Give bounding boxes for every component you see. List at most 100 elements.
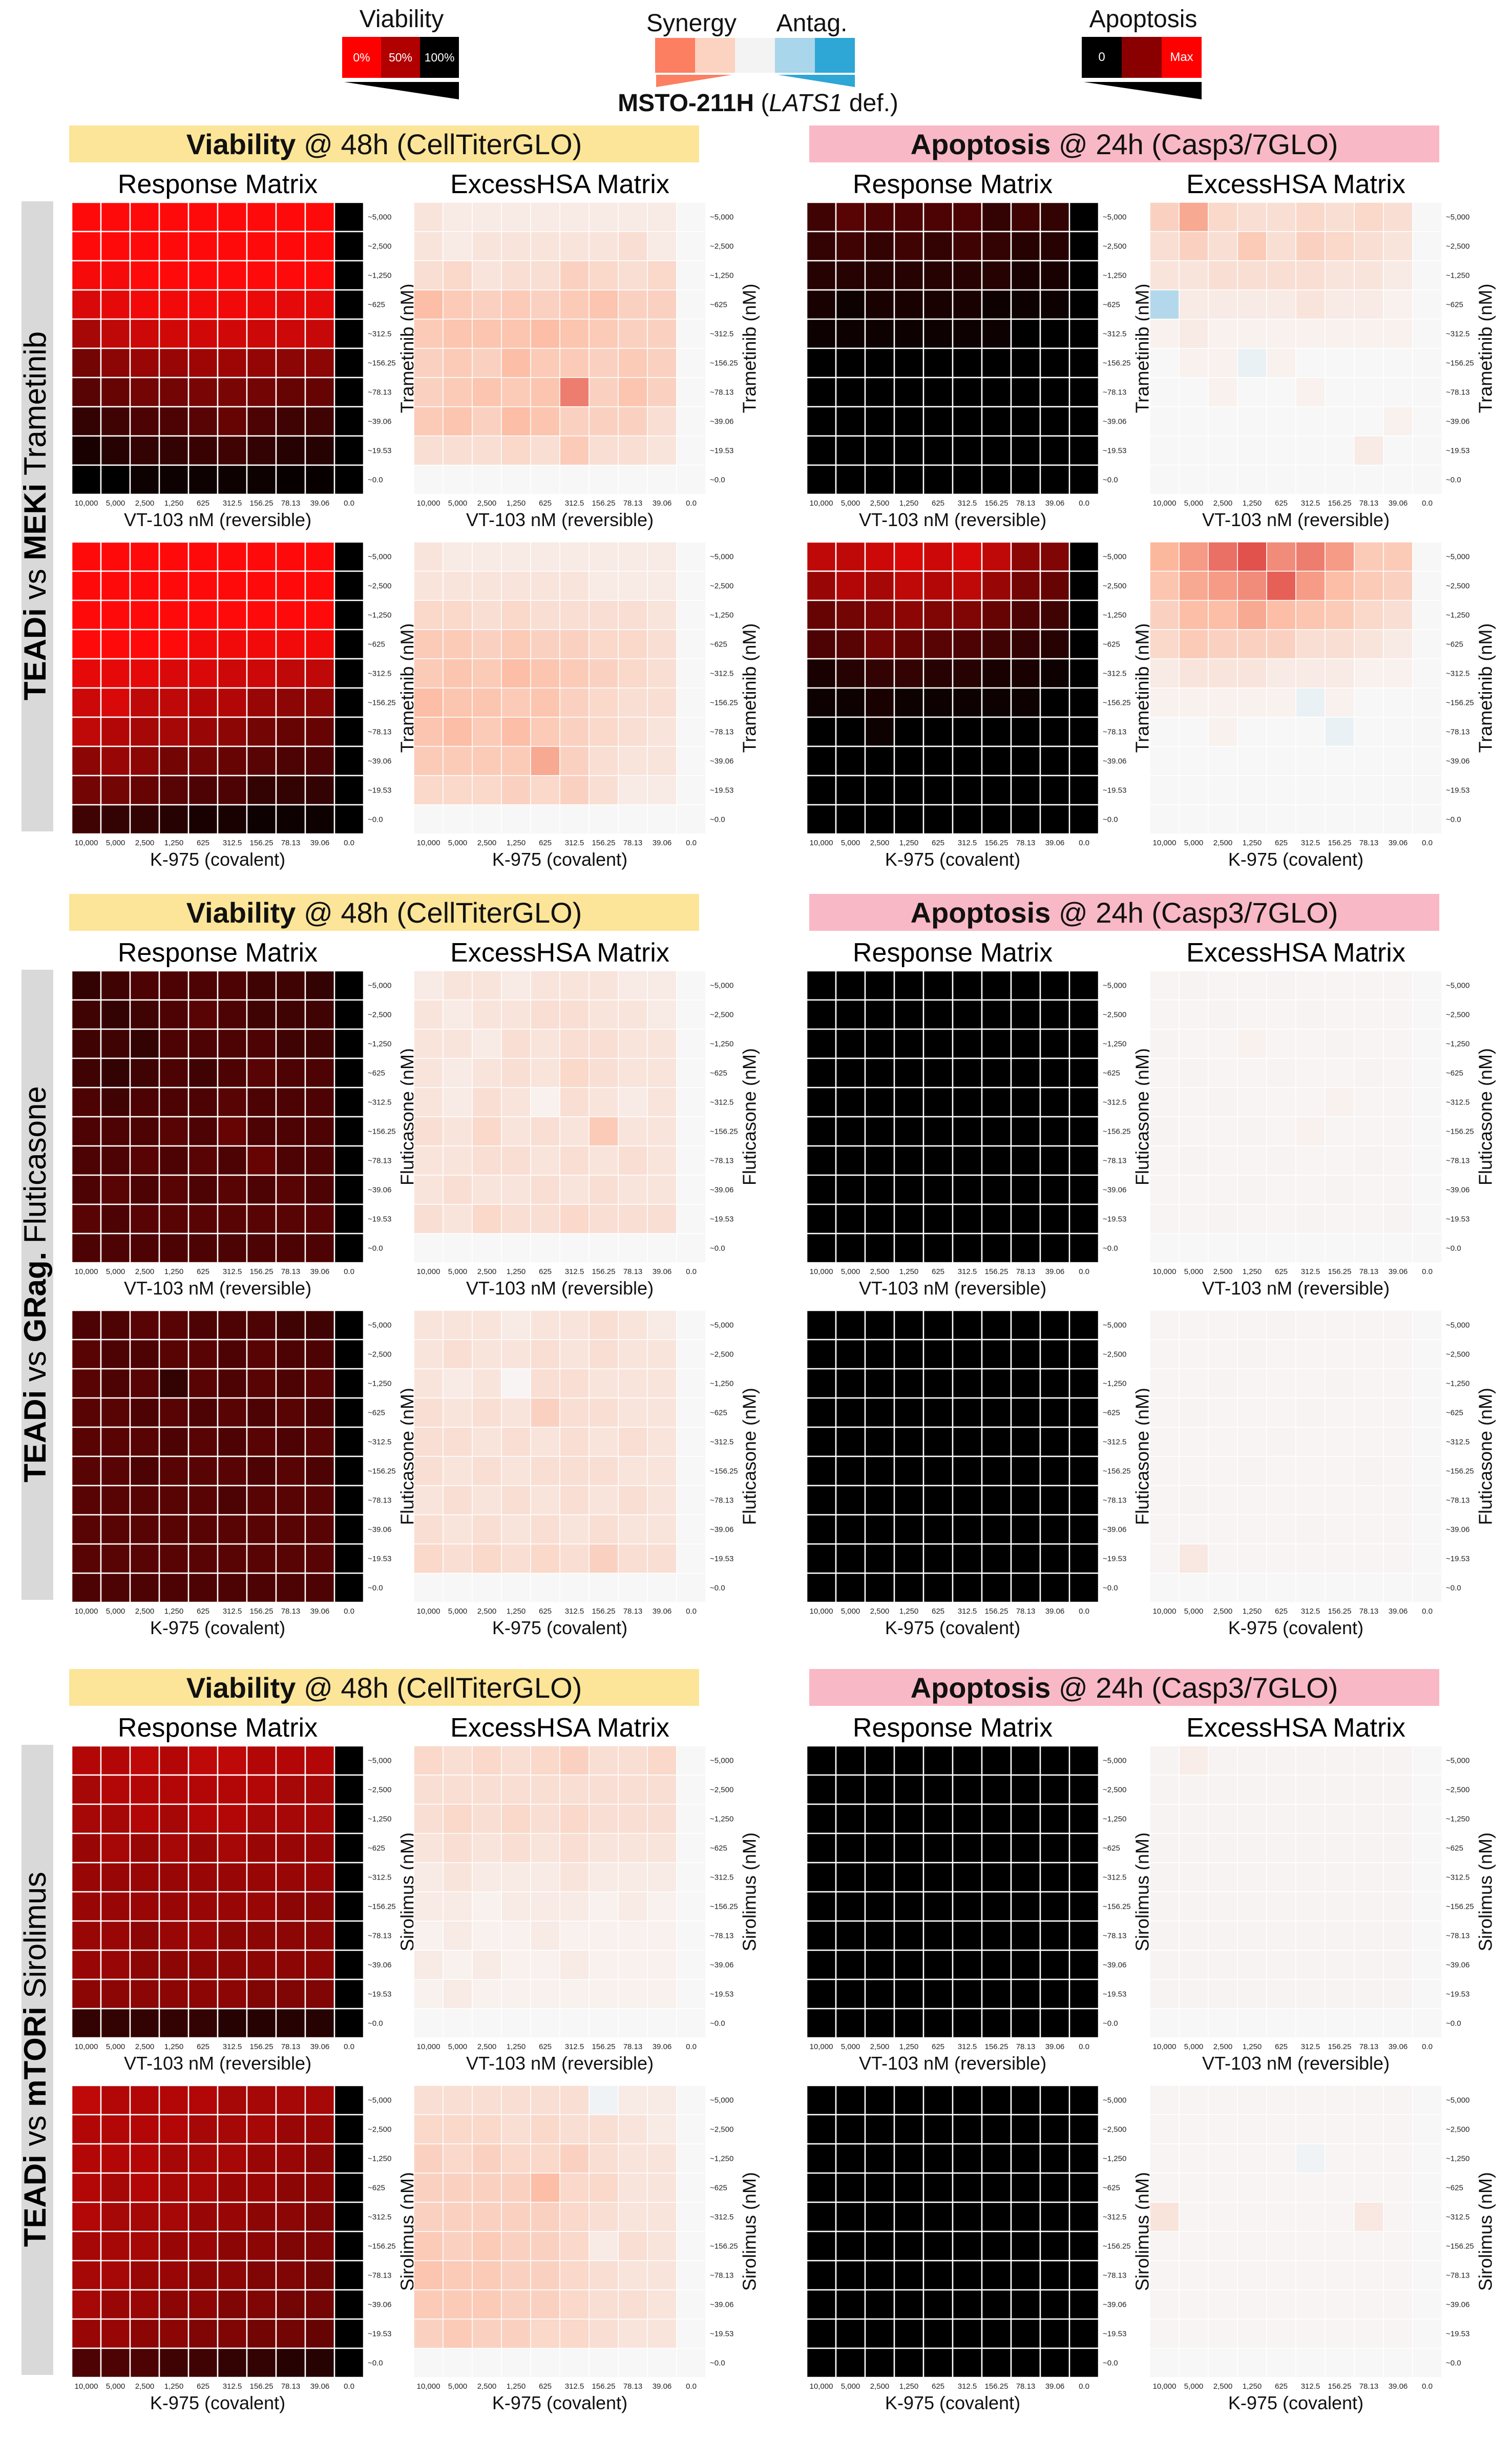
heatmap-cell <box>1068 1920 1100 1951</box>
heatmap-cell <box>1039 2347 1070 2379</box>
heatmap-cell <box>1039 775 1070 806</box>
heatmap-cell <box>275 2230 306 2262</box>
heatmap-cell <box>1068 2318 1100 2349</box>
heatmap-cell <box>1412 746 1442 776</box>
heatmap-cell <box>1068 2008 1100 2039</box>
heatmap-cell <box>952 1774 983 1805</box>
heatmap-cell <box>1295 1921 1326 1951</box>
heatmap-cell <box>647 2202 677 2232</box>
heatmap-cell <box>246 2084 277 2116</box>
heatmap-cell <box>304 599 335 631</box>
heatmap-cell <box>501 2289 531 2320</box>
heatmap-cell <box>676 231 706 261</box>
heatmap-cell <box>864 1832 895 1864</box>
heatmap-cell <box>893 1949 925 1980</box>
heatmap-cell <box>1208 1833 1238 1863</box>
heatmap-cell <box>1179 2202 1209 2232</box>
heatmap-cell <box>618 289 648 320</box>
heatmap-cell <box>501 2085 531 2115</box>
heatmap-cell <box>1237 465 1267 495</box>
heatmap-cell <box>217 1233 248 1264</box>
heatmap-cell <box>1179 289 1209 320</box>
heatmap-cell <box>1412 2008 1442 2038</box>
panel-viability-excess: ~5,000~2,500~1,250~625~312.5~156.25~78.1… <box>413 970 760 1299</box>
heatmap-cell <box>304 1978 335 2010</box>
heatmap-cell <box>333 1485 365 1516</box>
heatmap-cell <box>864 745 895 777</box>
heatmap-cell <box>559 1921 590 1951</box>
heatmap-cell <box>806 1368 837 1399</box>
heatmap-cell <box>1412 1543 1442 1574</box>
x-tick-label: 78.13 <box>281 1607 301 1616</box>
x-tick-label: 2,500 <box>1213 499 1233 508</box>
heatmap-cell <box>530 1116 560 1146</box>
y-tick-label: ~39.06 <box>368 1186 391 1195</box>
heatmap-cell <box>530 2114 560 2144</box>
heatmap-cell <box>952 775 983 806</box>
y-tick-label: ~625 <box>710 2184 727 2193</box>
heatmap-cell <box>443 1087 473 1117</box>
panel-apoptosis-excess: ~5,000~2,500~1,250~625~312.5~156.25~78.1… <box>1149 202 1496 530</box>
heatmap-cell <box>922 1485 954 1516</box>
heatmap-cell <box>893 1145 925 1176</box>
heatmap-cell <box>71 687 102 718</box>
heatmap-cell <box>1295 999 1326 1030</box>
y-tick-label: ~1,250 <box>710 1380 733 1388</box>
x-tick-label: 1,250 <box>507 499 526 508</box>
heatmap-cell <box>559 377 590 407</box>
heatmap-cell <box>472 1339 502 1369</box>
y-tick-label: ~2,500 <box>368 1011 391 1019</box>
heatmap-cell <box>275 2260 306 2291</box>
heatmap-cell <box>275 1862 306 1893</box>
x-tick-label: 156.25 <box>1328 1607 1352 1616</box>
y-tick-label: ~1,250 <box>368 611 391 620</box>
heatmap-cell <box>1295 717 1326 747</box>
heatmap-cell <box>806 1832 837 1864</box>
heatmap-cell <box>472 1543 502 1574</box>
heatmap-cell <box>129 1978 160 2010</box>
heatmap-cell <box>100 406 131 437</box>
heatmap-cell <box>333 318 365 349</box>
heatmap-cell <box>443 775 473 805</box>
heatmap-cell <box>1412 435 1442 466</box>
heatmap-cell <box>1179 1833 1209 1863</box>
heatmap-cell <box>864 1339 895 1370</box>
y-tick-label: ~312.5 <box>710 1438 733 1447</box>
y-tick-label: ~19.53 <box>710 786 733 795</box>
heatmap-cell <box>1295 1397 1326 1428</box>
heatmap-cell <box>1325 1427 1355 1457</box>
heatmap-cell <box>246 260 277 291</box>
heatmap-cell <box>1325 1233 1355 1263</box>
heatmap-cell <box>1068 1087 1100 1118</box>
y-tick-label: ~156.25 <box>368 2242 396 2251</box>
heatmap-cell <box>100 970 131 1001</box>
panel-title-response: Response Matrix <box>853 170 1053 199</box>
heatmap-cell <box>1237 775 1267 805</box>
heatmap-cell <box>647 377 677 407</box>
heatmap-cell <box>443 1862 473 1892</box>
y-tick-label: ~625 <box>710 301 727 309</box>
heatmap-cell <box>1149 687 1180 718</box>
heatmap-cell <box>1068 1745 1100 1776</box>
heatmap-cell <box>1266 1204 1296 1234</box>
cell-line-gene: LATS1 <box>769 90 843 117</box>
y-tick-label: ~39.06 <box>368 757 391 766</box>
heatmap-cell <box>304 1485 335 1516</box>
heatmap-cell <box>530 1979 560 2009</box>
heatmap-cell <box>100 201 131 233</box>
heatmap-cell <box>1039 2172 1070 2203</box>
heatmap-cell <box>1208 289 1238 320</box>
heatmap-cell <box>158 775 190 806</box>
heatmap-cell <box>618 1233 648 1263</box>
y-tick-label: ~2,500 <box>368 582 391 591</box>
x-tick-label: 39.06 <box>653 499 672 508</box>
y-tick-label: ~78.13 <box>710 388 733 397</box>
heatmap-cell <box>922 1774 954 1805</box>
heatmap-cell <box>100 1028 131 1059</box>
heatmap-cell <box>589 231 619 261</box>
legend-antag-swatch-0 <box>775 38 815 73</box>
heatmap-cell <box>187 435 219 466</box>
x-tick-label: 39.06 <box>653 2382 672 2391</box>
heatmap-cell <box>1325 465 1355 495</box>
heatmap-cell <box>304 289 335 320</box>
